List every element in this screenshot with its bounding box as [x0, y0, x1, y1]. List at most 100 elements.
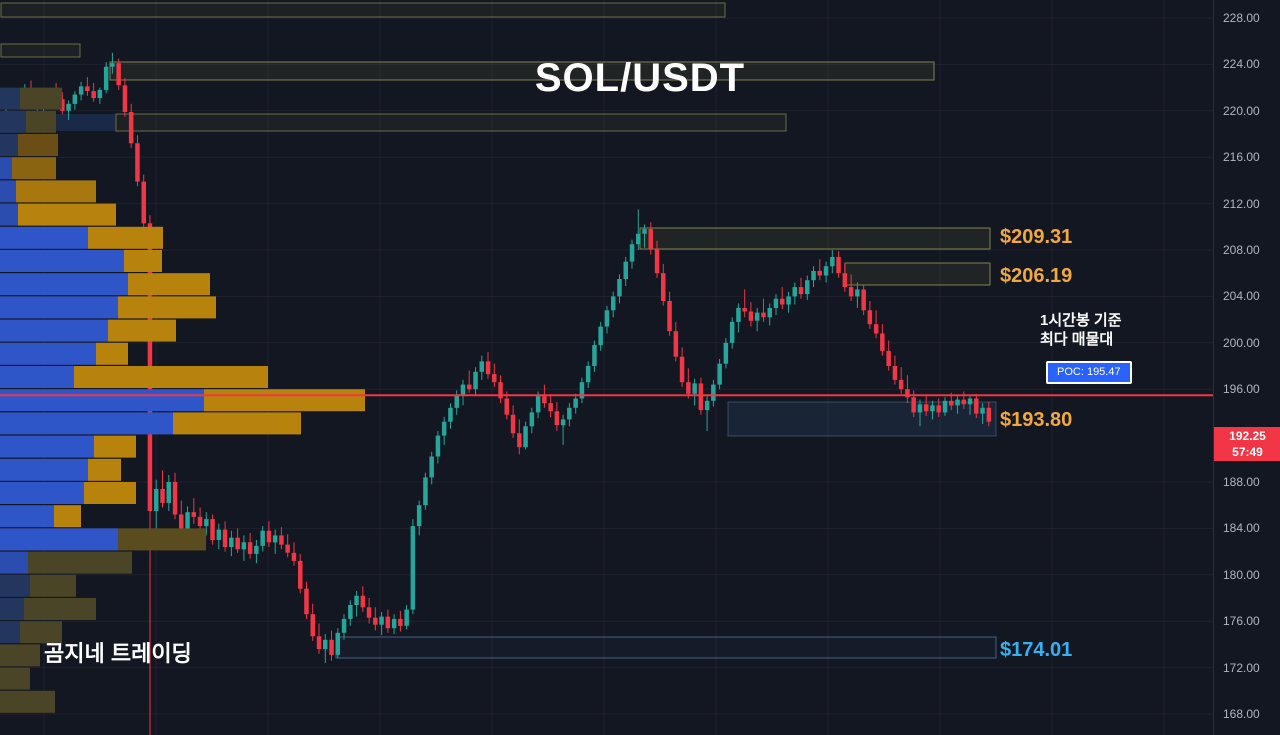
candle-body: [360, 595, 366, 608]
candle-body: [955, 399, 960, 406]
poc-annotation: 1시간봉 기준 최다 매물대: [1040, 311, 1122, 349]
candle-body: [285, 544, 290, 553]
candle-body: [135, 143, 140, 182]
candle-body: [435, 435, 441, 457]
candle-body: [742, 308, 747, 312]
candle-body: [942, 400, 948, 413]
candle-body: [316, 636, 322, 650]
volume-profile-bar: [0, 667, 30, 690]
candle-body: [235, 537, 240, 550]
candle-body: [917, 404, 923, 413]
candle-body: [529, 412, 535, 427]
candle-body: [892, 366, 898, 380]
candle-body: [729, 321, 735, 343]
volume-profile-bar: [24, 598, 96, 620]
zone-price-label-174: $174.01: [1000, 639, 1073, 661]
price-axis-tick: 216.00: [1223, 150, 1260, 164]
candle-body: [241, 542, 247, 550]
candle-body: [848, 287, 854, 297]
zone-box[interactable]: [115, 113, 787, 132]
candle-body: [811, 270, 816, 281]
candle-body: [97, 89, 103, 98]
volume-profile-bar: [0, 458, 88, 481]
candle-body: [78, 86, 84, 95]
zone-box[interactable]: [109, 61, 935, 81]
volume-profile-bar: [0, 134, 18, 156]
volume-profile-bar: [18, 134, 58, 156]
candle-body: [886, 350, 891, 366]
poc-price-label[interactable]: POC: 195.47: [1046, 361, 1132, 384]
candle-body: [103, 66, 109, 90]
candle-body: [905, 389, 910, 398]
candle-body: [473, 371, 478, 390]
candle-body: [154, 489, 159, 511]
current-price-badge: 192.25 57:49: [1214, 427, 1280, 461]
volume-profile-bar: [124, 250, 162, 272]
volume-profile-bar: [118, 296, 216, 319]
candle-body: [592, 345, 597, 366]
candle-body: [786, 296, 791, 305]
candle-body: [304, 588, 309, 615]
candle-body: [761, 312, 766, 318]
candle-body: [717, 363, 722, 385]
price-axis[interactable]: 228.00 224.00 220.00 216.00 212.00 208.00 204.…: [1213, 0, 1280, 735]
volume-profile-bar: [108, 319, 176, 342]
price-axis-tick: 168.00: [1223, 707, 1260, 721]
candle-body: [122, 85, 128, 112]
candle-body: [429, 456, 434, 478]
candle-body: [366, 607, 372, 618]
candle-body: [748, 311, 754, 321]
candle-body: [404, 609, 409, 626]
volume-profile-bar: [173, 412, 301, 435]
candle-body: [567, 407, 572, 420]
candle-body: [128, 112, 134, 144]
volume-profile-bar: [88, 458, 121, 481]
candle-body: [266, 530, 272, 543]
price-axis-tick: 228.00: [1223, 11, 1260, 25]
candle-body: [323, 639, 328, 650]
candle-body: [116, 63, 121, 86]
volume-profile-bar: [20, 621, 62, 644]
candle-body: [980, 407, 985, 414]
zone-box[interactable]: [335, 636, 997, 659]
volume-profile-bar: [0, 203, 18, 226]
candle-body: [166, 482, 171, 503]
candle-body: [698, 383, 704, 411]
candle-body: [817, 270, 822, 276]
zone-box[interactable]: [844, 262, 991, 286]
volume-profile-bar: [0, 528, 118, 551]
volume-profile-bar: [0, 690, 55, 713]
zone-box[interactable]: [0, 43, 81, 58]
candle-body: [880, 333, 885, 351]
candle-body: [60, 99, 65, 111]
volume-profile-bar: [0, 435, 94, 458]
volume-profile-bar: [0, 110, 26, 133]
volume-profile-bar: [96, 342, 128, 365]
volume-profile-bar: [0, 180, 16, 203]
price-chart-canvas[interactable]: [0, 0, 1213, 735]
candle-body: [642, 229, 647, 234]
candle-body: [254, 545, 259, 554]
candle-body: [348, 605, 353, 619]
volume-profile-bar: [0, 296, 118, 319]
volume-profile-bar: [0, 250, 124, 272]
volume-profile-bar: [0, 551, 28, 574]
candle-body: [798, 287, 804, 295]
price-axis-tick: 172.00: [1223, 661, 1260, 675]
candle-body: [723, 342, 729, 364]
candle-body: [986, 407, 992, 422]
volume-profile-bar: [204, 389, 365, 412]
candle-body: [354, 595, 359, 605]
zone-box[interactable]: [639, 227, 991, 250]
candle-body: [961, 399, 966, 405]
candle-body: [661, 273, 666, 301]
candle-body: [197, 516, 203, 527]
poc-annotation-line2: 최다 매물대: [1040, 331, 1114, 348]
candle-body: [485, 361, 491, 375]
zone-box[interactable]: [727, 401, 997, 437]
price-axis-tick: 204.00: [1223, 289, 1260, 303]
candle-body: [754, 312, 760, 321]
candle-body: [329, 639, 334, 655]
zone-box[interactable]: [0, 2, 726, 18]
